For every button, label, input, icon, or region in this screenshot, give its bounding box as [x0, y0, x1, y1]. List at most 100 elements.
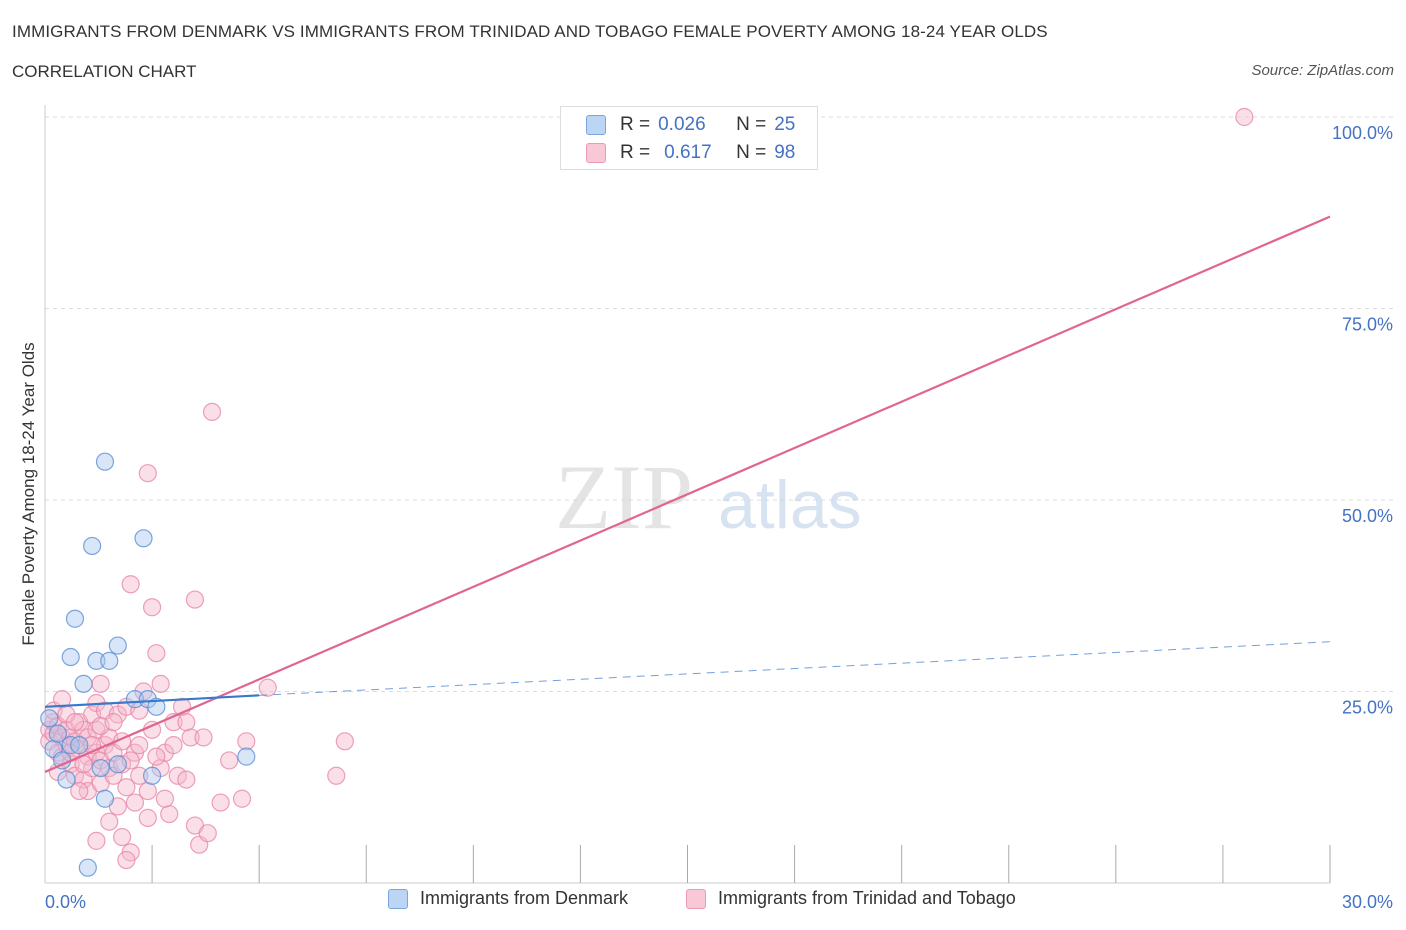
- r-value: 0.026: [658, 114, 706, 135]
- stats-legend: R = 0.026 N = 25 R = 0.617 N = 98: [560, 106, 818, 170]
- trinidad-point: [112, 755, 132, 774]
- legend-label-denmark: Immigrants from Denmark: [420, 888, 629, 908]
- denmark-point: [108, 636, 127, 655]
- trinidad-point: [130, 766, 149, 785]
- denmark-swatch: [586, 115, 606, 135]
- watermark-zip: ZIP: [555, 446, 693, 548]
- trinidad-point: [232, 789, 252, 808]
- y-tick-label: 50.0%: [1342, 506, 1393, 526]
- trinidad-point: [335, 732, 354, 751]
- trinidad-point: [155, 789, 175, 808]
- denmark-point: [108, 755, 127, 774]
- r-label: R =: [620, 114, 651, 135]
- trinidad-point: [138, 781, 157, 801]
- chart-subtitle: CORRELATION CHART: [12, 62, 197, 81]
- denmark-point: [95, 452, 115, 471]
- denmark-point: [95, 789, 115, 808]
- trinidad-point: [87, 831, 106, 850]
- trinidad-point: [138, 464, 157, 483]
- y-axis-label: Female Poverty Among 18-24 Year Olds: [19, 342, 38, 645]
- trinidad-point: [91, 674, 110, 693]
- chart-title: IMMIGRANTS FROM DENMARK VS IMMIGRANTS FR…: [12, 22, 1048, 41]
- source-label: Source: ZipAtlas.com: [1251, 62, 1394, 79]
- stats-row-denmark: R = 0.026 N = 25: [586, 113, 795, 137]
- x-tick-label: 0.0%: [45, 892, 86, 912]
- trinidad-point: [142, 598, 162, 617]
- series-legend: Immigrants from Denmark Immigrants from …: [0, 888, 1406, 916]
- denmark-point: [237, 747, 256, 766]
- denmark-trend-line: [44, 694, 260, 708]
- n-value: 25: [774, 114, 796, 135]
- trinidad-point: [117, 778, 136, 797]
- denmark-point: [65, 609, 85, 628]
- n-value: 98: [774, 142, 796, 163]
- denmark-point: [134, 529, 153, 548]
- n-label: N =: [736, 114, 767, 135]
- watermark: ZIP atlas: [555, 446, 862, 548]
- denmark-point: [70, 736, 89, 755]
- trinidad-point: [327, 766, 346, 785]
- trend-lines: [44, 215, 1331, 773]
- denmark-point: [147, 697, 166, 716]
- trinidad-point: [151, 674, 170, 693]
- trinidad-point: [147, 747, 166, 766]
- trinidad-point: [177, 713, 196, 732]
- trinidad-point: [177, 770, 196, 789]
- denmark-point: [83, 536, 102, 556]
- trinidad-point: [160, 804, 179, 824]
- trinidad-point: [168, 766, 187, 785]
- y-tick-label: 25.0%: [1342, 698, 1393, 718]
- series-denmark-points: [40, 452, 256, 877]
- denmark-point: [40, 709, 59, 728]
- trinidad-point: [185, 590, 205, 609]
- trinidad-point: [220, 751, 239, 770]
- denmark-point: [125, 690, 145, 709]
- trinidad-point: [70, 781, 89, 801]
- trinidad-trend-line: [44, 215, 1331, 773]
- denmark-point: [78, 858, 97, 877]
- denmark-point: [142, 766, 162, 785]
- trinidad-point: [194, 728, 213, 747]
- legend-item-denmark: Immigrants from Denmark: [388, 888, 628, 909]
- trinidad-point: [125, 793, 145, 812]
- trinidad-point: [202, 402, 222, 422]
- legend-item-trinidad: Immigrants from Trinidad and Tobago: [686, 888, 1016, 909]
- trinidad-point: [1235, 107, 1254, 127]
- n-label: N =: [736, 142, 767, 163]
- denmark-point: [57, 770, 76, 789]
- trinidad-swatch: [586, 143, 606, 163]
- stats-row-trinidad: R = 0.617 N = 98: [586, 141, 795, 165]
- trinidad-point: [198, 824, 217, 843]
- trinidad-point: [100, 812, 119, 831]
- trinidad-point: [147, 644, 166, 663]
- denmark-point: [91, 758, 110, 778]
- trinidad-point: [117, 850, 136, 870]
- trinidad-point: [211, 793, 230, 812]
- denmark-point: [48, 724, 67, 743]
- trinidad-point: [121, 575, 140, 594]
- trinidad-point: [104, 713, 123, 732]
- denmark-trend-extension: [259, 641, 1331, 696]
- legend-label-trinidad: Immigrants from Trinidad and Tobago: [718, 888, 1016, 908]
- tick-labels: 25.0% 50.0% 75.0% 100.0% 0.0% 30.0%: [45, 123, 1393, 912]
- trinidad-point: [112, 827, 132, 847]
- trinidad-point: [237, 732, 256, 751]
- grid: [45, 116, 1395, 692]
- trinidad-point: [65, 713, 85, 732]
- trinidad-swatch: [686, 888, 706, 909]
- r-label: R =: [620, 142, 651, 163]
- axes: [44, 105, 1331, 884]
- denmark-point: [74, 674, 93, 693]
- trinidad-point: [138, 808, 157, 827]
- trinidad-point: [130, 736, 149, 755]
- denmark-point: [100, 651, 119, 670]
- y-tick-label: 75.0%: [1342, 315, 1393, 335]
- trinidad-point: [258, 678, 277, 697]
- trinidad-point: [164, 736, 183, 755]
- denmark-swatch: [388, 888, 408, 909]
- y-tick-label: 100.0%: [1332, 123, 1393, 143]
- r-value: 0.617: [664, 142, 712, 163]
- denmark-point: [87, 651, 106, 670]
- trinidad-point: [53, 690, 72, 709]
